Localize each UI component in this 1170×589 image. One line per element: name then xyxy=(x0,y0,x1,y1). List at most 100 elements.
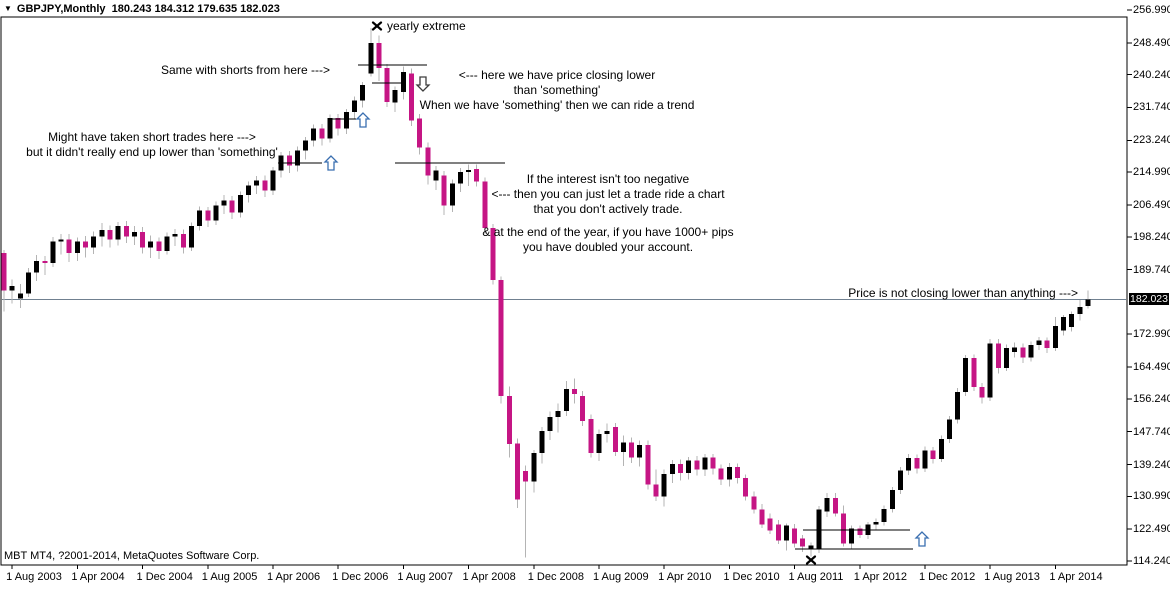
date-tick-label: 1 Dec 2012 xyxy=(918,571,976,583)
candle-body xyxy=(686,460,692,474)
price-tick-label: 231.740 xyxy=(1133,101,1170,114)
candle-body xyxy=(1028,345,1034,358)
candle-body xyxy=(629,442,635,458)
candle-body xyxy=(156,241,162,251)
chart-title: ▼ GBPJPY,Monthly 180.243 184.312 179.635 … xyxy=(4,3,280,15)
candle-body xyxy=(311,128,317,141)
candle-body xyxy=(661,473,667,497)
candle-body xyxy=(131,231,137,237)
annotation-yearly-extreme[interactable]: yearly extreme xyxy=(387,19,466,33)
candle-body xyxy=(563,389,569,412)
candle-body xyxy=(246,185,251,196)
price-tick-label: 206.490 xyxy=(1133,198,1170,211)
candle-body xyxy=(270,170,276,191)
price-tick-label: 130.990 xyxy=(1133,490,1170,503)
candle-body xyxy=(490,228,496,281)
candle-body xyxy=(596,434,602,454)
candle-body xyxy=(775,524,781,541)
candle-body xyxy=(392,90,398,103)
candle-body xyxy=(1085,299,1091,307)
candle-body xyxy=(74,241,80,254)
candle-body xyxy=(140,231,146,248)
price-tick-label: 139.240 xyxy=(1133,458,1170,471)
down-arrow-icon[interactable] xyxy=(415,76,431,92)
candle-body xyxy=(539,431,545,454)
candle-body xyxy=(1012,347,1018,352)
date-tick-label: 1 Dec 2008 xyxy=(527,571,585,583)
candle-body xyxy=(898,470,903,491)
candle-body xyxy=(523,471,529,482)
candle-body xyxy=(726,466,732,480)
candle-body xyxy=(42,260,48,263)
candle-body xyxy=(498,280,504,396)
candle-body xyxy=(620,442,626,452)
price-tick-label: 248.490 xyxy=(1133,36,1170,49)
candle-body xyxy=(767,518,773,531)
candle-body xyxy=(25,272,31,294)
date-tick-label: 1 Aug 2003 xyxy=(6,571,62,583)
candle-body xyxy=(237,195,243,213)
candle-body xyxy=(294,150,300,166)
price-tick-label: 256.990 xyxy=(1133,4,1170,16)
quote-dropdown-triangle-icon[interactable]: ▼ xyxy=(4,4,12,13)
candle-body xyxy=(783,525,789,541)
candle-body xyxy=(425,147,431,176)
candle-body xyxy=(669,463,675,474)
candle-body xyxy=(66,239,72,254)
candle-body xyxy=(417,118,423,148)
candle-body xyxy=(34,260,40,273)
candle-body xyxy=(400,72,406,93)
candle-body xyxy=(9,285,15,291)
candle-body xyxy=(164,236,170,251)
candle-body xyxy=(800,538,806,547)
date-tick-label: 1 Aug 2005 xyxy=(201,571,258,583)
candle-body xyxy=(17,293,23,299)
candle-body xyxy=(718,468,724,480)
candle-body xyxy=(588,419,594,454)
up-arrow-icon[interactable] xyxy=(355,112,371,128)
candle-body xyxy=(91,236,97,248)
date-tick-label: 1 Dec 2010 xyxy=(723,571,780,583)
copyright-label: MBT MT4, ?2001-2014, MetaQuotes Software… xyxy=(4,550,260,562)
candle-body xyxy=(987,343,993,398)
price-tick-label: 114.240 xyxy=(1133,555,1170,567)
x-marker-icon[interactable] xyxy=(805,555,817,565)
up-arrow-icon[interactable] xyxy=(914,531,930,547)
candle-body xyxy=(547,417,553,432)
price-tick-label: 198.240 xyxy=(1133,230,1170,243)
annotation-closing-lower[interactable]: <--- here we have price closing lower th… xyxy=(419,68,695,112)
candle-body xyxy=(873,522,879,525)
quote-ohlc-values: 180.243 184.312 179.635 182.023 xyxy=(111,3,280,15)
annotation-shorts-from-here[interactable]: Same with shorts from here ---> xyxy=(160,63,330,77)
candle-body xyxy=(857,528,863,535)
candle-body xyxy=(213,205,219,221)
candle-body xyxy=(702,457,708,470)
candle-body xyxy=(645,444,651,485)
annotation-short-trades[interactable]: Might have taken short trades here ---> … xyxy=(26,130,278,159)
candle-body xyxy=(1,253,7,291)
candle-body xyxy=(751,496,757,510)
candle-body xyxy=(555,411,561,418)
date-tick-label: 1 Aug 2011 xyxy=(788,571,844,583)
annotation-not-closing-lower[interactable]: Price is not closing lower than anything… xyxy=(848,286,1078,300)
candle-body xyxy=(482,181,488,229)
candle-body xyxy=(457,172,463,184)
up-arrow-icon[interactable] xyxy=(323,155,339,171)
price-tick-label: 172.990 xyxy=(1133,328,1170,341)
candle-body xyxy=(922,450,928,469)
x-marker-icon[interactable] xyxy=(371,21,383,31)
candle-body xyxy=(1077,306,1083,315)
candle-body xyxy=(1020,347,1026,358)
candle-body xyxy=(995,343,1001,369)
candle-body xyxy=(1052,326,1058,349)
price-tick-label: 122.490 xyxy=(1133,523,1170,536)
candle-body xyxy=(1061,317,1066,331)
candle-body xyxy=(816,509,822,549)
date-tick-label: 1 Apr 2006 xyxy=(266,571,321,583)
candle-body xyxy=(580,395,586,422)
candle-body xyxy=(221,200,227,206)
candle-body xyxy=(58,239,64,242)
candle-body xyxy=(930,450,936,459)
annotation-ride-note[interactable]: If the interest isn't too negative <--- … xyxy=(482,172,734,254)
